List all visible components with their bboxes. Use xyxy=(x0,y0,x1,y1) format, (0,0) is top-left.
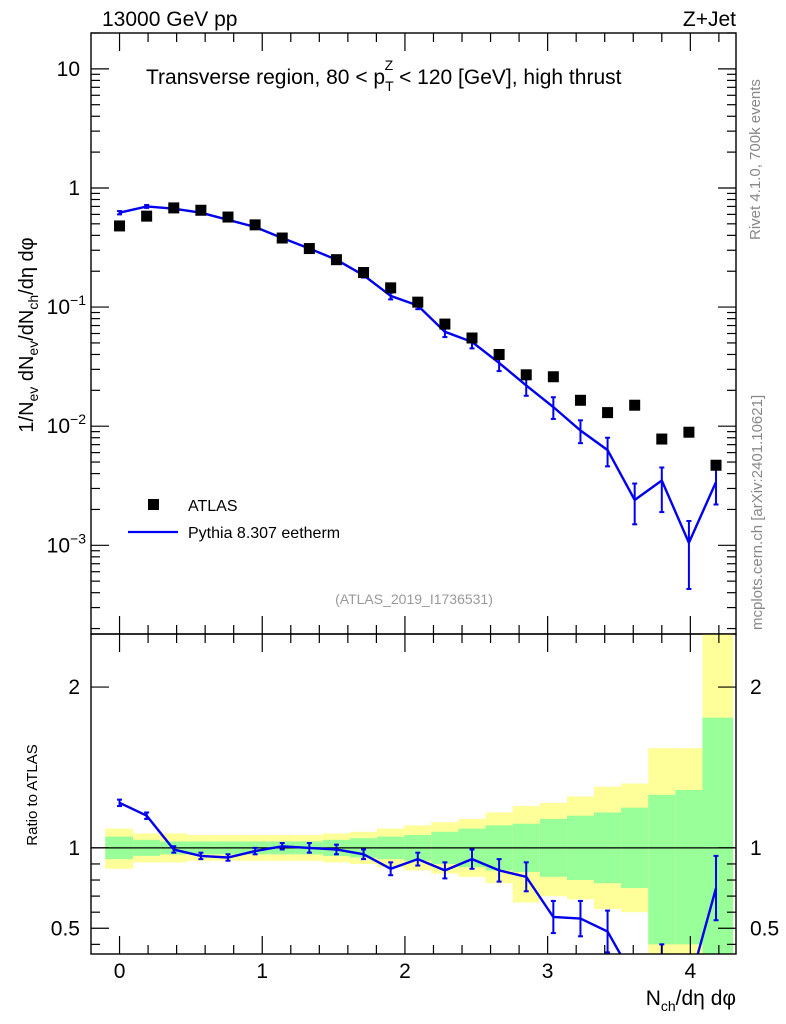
x-axis-label-pre: N xyxy=(646,987,661,1010)
atlas-data-point xyxy=(276,232,288,244)
ratio-panel: 2 2 1 1 0.5 0.5 0 1 2 3 4 Ratio to ATLAS Nch/dη dφ xyxy=(24,633,779,1014)
plot-title: Transverse region, 80 < pTZ < 120 [GeV],… xyxy=(146,57,622,94)
ratio-bands xyxy=(105,634,734,954)
header-left: 13000 GeV pp xyxy=(102,8,237,31)
atlas-data-point xyxy=(710,459,722,471)
analysis-id: (ATLAS_2019_I1736531) xyxy=(335,591,493,607)
ratio-y-tick-label: 1 xyxy=(68,837,80,860)
atlas-data-point xyxy=(520,369,532,381)
legend: ATLAS Pythia 8.307 eetherm xyxy=(128,498,340,542)
source-label: mcplots.cern.ch [arXiv:2401.10621] xyxy=(749,395,766,630)
ratio-panel-ticks: 2 2 1 1 0.5 0.5 0 1 2 3 4 xyxy=(51,634,779,983)
atlas-data-point xyxy=(629,399,641,411)
ratio-y-tick-label-right: 1 xyxy=(750,837,762,860)
mc-line xyxy=(119,205,718,546)
y-tick-label: 10−3 xyxy=(47,530,87,557)
x-tick-label: 0 xyxy=(114,960,126,983)
plot-title-sub: T xyxy=(385,78,394,94)
y-tick-label: 1 xyxy=(68,177,80,200)
atlas-data-point xyxy=(195,204,207,216)
ratio-y-label: Ratio to ATLAS xyxy=(24,744,41,845)
ratio-marks xyxy=(117,798,719,954)
header-right: Z+Jet xyxy=(683,8,736,31)
rivet-label: Rivet 4.1.0, 700k events xyxy=(747,79,764,240)
ratio-series xyxy=(117,798,719,954)
atlas-data-point xyxy=(466,332,478,344)
ratio-y-tick-label-right: 0.5 xyxy=(750,917,779,940)
x-tick-label: 4 xyxy=(684,960,696,983)
ratio-panel-frame xyxy=(90,633,737,955)
y-tick-label: 10−2 xyxy=(47,411,87,438)
plot-title-post: < 120 [GeV], high thrust xyxy=(393,66,621,89)
x-tick-label: 3 xyxy=(542,960,554,983)
x-tick-label: 1 xyxy=(256,960,268,983)
atlas-data-point xyxy=(574,394,586,406)
plot-title-sup: Z xyxy=(385,57,394,73)
x-axis-label: Nch/dη dφ xyxy=(646,987,736,1014)
atlas-data-point xyxy=(412,296,424,308)
atlas-data-point xyxy=(656,433,668,445)
atlas-data-point xyxy=(493,348,505,360)
atlas-data-point xyxy=(222,211,234,223)
atlas-data-point xyxy=(602,407,614,419)
plot-title-pre: Transverse region, 80 < p xyxy=(146,66,385,89)
main-panel-ticks: 10 1 10−1 10−2 10−3 xyxy=(47,32,736,634)
legend-marker-atlas xyxy=(148,499,159,510)
x-tick-label: 2 xyxy=(399,960,411,983)
atlas-data-point xyxy=(547,371,559,383)
atlas-data-point xyxy=(439,318,451,330)
atlas-data-point xyxy=(683,426,695,438)
x-axis-label-post: /dη dφ xyxy=(676,987,736,1010)
ratio-y-tick-label-right: 2 xyxy=(750,676,762,699)
ratio-y-tick-label: 2 xyxy=(68,676,80,699)
legend-label-pythia: Pythia 8.307 eetherm xyxy=(188,525,340,542)
ratio-y-tick-label: 0.5 xyxy=(51,917,80,940)
main-panel-marks xyxy=(114,202,722,590)
atlas-data-point xyxy=(114,220,126,232)
legend-label-atlas: ATLAS xyxy=(188,498,238,515)
atlas-data-point xyxy=(168,202,180,214)
main-panel: 10 1 10−1 10−2 10−3 Transverse region, 80 < … xyxy=(16,32,737,635)
atlas-data-point xyxy=(358,267,370,279)
main-panel-frame xyxy=(90,32,737,635)
y-tick-label: 10 xyxy=(57,58,80,81)
atlas-data-point xyxy=(385,282,397,294)
ratio-band-inner xyxy=(675,789,703,945)
x-axis-label-sub: ch xyxy=(661,998,676,1014)
atlas-data-point xyxy=(303,243,315,255)
y-axis-label: 1/Nev dNev/dNch/dη dφ xyxy=(16,237,41,432)
atlas-data-point xyxy=(330,254,342,266)
ratio-band-inner xyxy=(648,794,676,945)
atlas-data-point xyxy=(249,219,261,231)
atlas-data-point xyxy=(141,210,153,222)
ratio-line xyxy=(118,801,718,954)
y-tick-label: 10−1 xyxy=(47,292,87,319)
